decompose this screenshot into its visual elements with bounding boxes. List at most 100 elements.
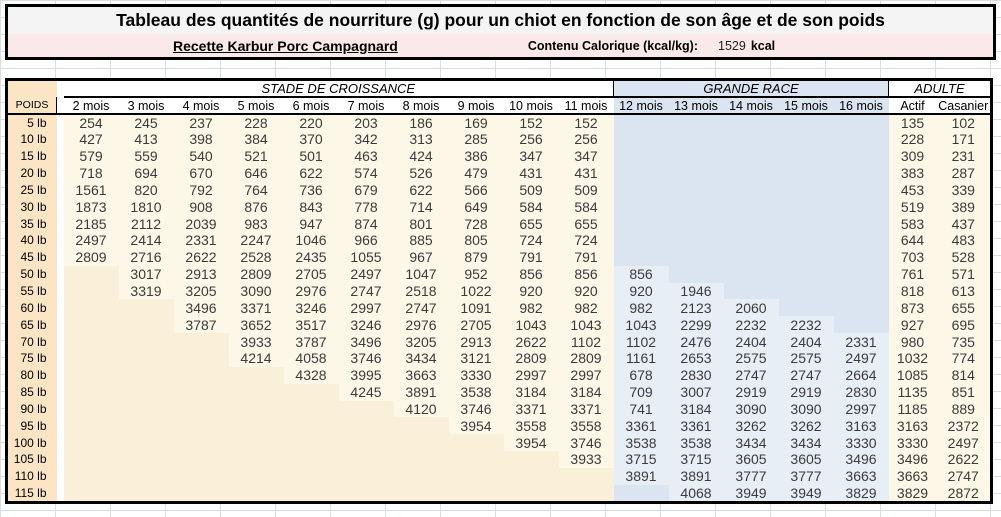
table-cell[interactable] [118, 400, 174, 418]
table-cell[interactable] [558, 467, 614, 485]
table-cell[interactable] [833, 232, 889, 249]
table-cell[interactable] [63, 333, 119, 350]
table-cell[interactable]: 764 [228, 181, 284, 199]
table-cell[interactable] [613, 215, 669, 233]
table-cell[interactable]: 220 [283, 114, 339, 131]
table-cell[interactable] [63, 467, 119, 485]
table-cell[interactable]: 521 [228, 147, 284, 165]
table-cell[interactable]: 649 [448, 198, 504, 216]
table-cell[interactable]: 3746 [448, 400, 504, 418]
table-cell[interactable]: 3184 [503, 383, 559, 401]
table-cell[interactable]: 574 [338, 164, 394, 182]
table-cell[interactable] [778, 147, 834, 165]
table-cell[interactable]: 228 [228, 114, 284, 131]
table-cell[interactable]: 3663 [888, 467, 937, 485]
table-cell[interactable]: 501 [283, 147, 339, 165]
table-cell[interactable] [173, 451, 229, 468]
table-cell[interactable]: 1043 [613, 316, 669, 334]
table-cell[interactable]: 3777 [778, 467, 834, 485]
table-cell[interactable]: 413 [118, 131, 174, 148]
table-cell[interactable] [228, 400, 284, 418]
table-cell[interactable] [558, 484, 614, 503]
table-cell[interactable]: 818 [888, 282, 937, 300]
table-cell[interactable]: 2497 [833, 349, 889, 367]
table-cell[interactable]: 3262 [778, 417, 834, 435]
table-cell[interactable] [118, 299, 174, 317]
table-cell[interactable] [613, 164, 669, 182]
table-cell[interactable]: 3663 [393, 366, 449, 384]
table-cell[interactable]: 1043 [558, 316, 614, 334]
table-cell[interactable]: 1085 [888, 366, 937, 384]
table-cell[interactable] [173, 434, 229, 452]
table-cell[interactable]: 622 [283, 164, 339, 182]
table-cell[interactable]: 2809 [503, 349, 559, 367]
table-cell[interactable] [63, 366, 119, 384]
table-cell[interactable] [613, 114, 669, 131]
table-cell[interactable] [448, 467, 504, 485]
table-cell[interactable]: 3319 [118, 282, 174, 300]
table-cell[interactable]: 3205 [393, 333, 449, 350]
table-cell[interactable] [63, 417, 119, 435]
table-cell[interactable]: 622 [393, 181, 449, 199]
table-cell[interactable]: 3361 [613, 417, 669, 435]
table-cell[interactable] [833, 198, 889, 216]
table-cell[interactable]: 2705 [448, 316, 504, 334]
table-cell[interactable] [118, 467, 174, 485]
table-cell[interactable]: 285 [448, 131, 504, 148]
table-cell[interactable] [118, 349, 174, 367]
table-cell[interactable]: 718 [63, 164, 119, 182]
table-cell[interactable] [228, 484, 284, 503]
table-cell[interactable] [723, 147, 779, 165]
table-cell[interactable] [723, 164, 779, 182]
table-cell[interactable]: 1810 [118, 198, 174, 216]
table-cell[interactable] [778, 299, 834, 317]
table-cell[interactable]: 3496 [888, 451, 937, 468]
table-cell[interactable] [613, 131, 669, 148]
table-cell[interactable]: 814 [936, 366, 992, 384]
table-cell[interactable]: 952 [448, 265, 504, 283]
table-cell[interactable] [393, 417, 449, 435]
table-cell[interactable] [228, 383, 284, 401]
table-cell[interactable]: 2809 [228, 265, 284, 283]
table-cell[interactable]: 2747 [936, 467, 992, 485]
table-cell[interactable]: 2809 [63, 248, 119, 266]
table-cell[interactable]: 3538 [668, 434, 724, 452]
table-cell[interactable]: 982 [613, 299, 669, 317]
table-cell[interactable]: 1102 [613, 333, 669, 350]
table-cell[interactable]: 2622 [503, 333, 559, 350]
table-cell[interactable] [833, 147, 889, 165]
table-cell[interactable]: 135 [888, 114, 937, 131]
table-cell[interactable] [118, 333, 174, 350]
table-cell[interactable]: 3933 [228, 333, 284, 350]
table-cell[interactable]: 584 [558, 198, 614, 216]
table-cell[interactable]: 3558 [503, 417, 559, 435]
table-cell[interactable] [778, 114, 834, 131]
table-cell[interactable]: 3746 [338, 349, 394, 367]
table-cell[interactable] [613, 198, 669, 216]
table-cell[interactable] [723, 198, 779, 216]
table-cell[interactable] [63, 282, 119, 300]
table-cell[interactable] [283, 434, 339, 452]
table-cell[interactable]: 152 [503, 114, 559, 131]
table-cell[interactable]: 3496 [833, 451, 889, 468]
table-cell[interactable]: 3829 [833, 484, 889, 503]
table-cell[interactable] [63, 316, 119, 334]
table-cell[interactable]: 724 [558, 232, 614, 249]
table-cell[interactable]: 347 [503, 147, 559, 165]
table-cell[interactable] [173, 484, 229, 503]
table-cell[interactable]: 2997 [558, 366, 614, 384]
table-cell[interactable] [228, 417, 284, 435]
table-cell[interactable]: 3434 [778, 434, 834, 452]
table-cell[interactable] [613, 248, 669, 266]
table-cell[interactable]: 2747 [723, 366, 779, 384]
table-cell[interactable]: 3558 [558, 417, 614, 435]
table-cell[interactable]: 509 [558, 181, 614, 199]
table-cell[interactable] [118, 417, 174, 435]
table-cell[interactable]: 1043 [503, 316, 559, 334]
table-cell[interactable]: 4245 [338, 383, 394, 401]
table-cell[interactable]: 947 [283, 215, 339, 233]
table-cell[interactable]: 3538 [448, 383, 504, 401]
table-cell[interactable]: 1055 [338, 248, 394, 266]
table-cell[interactable] [503, 484, 559, 503]
table-cell[interactable]: 3163 [833, 417, 889, 435]
